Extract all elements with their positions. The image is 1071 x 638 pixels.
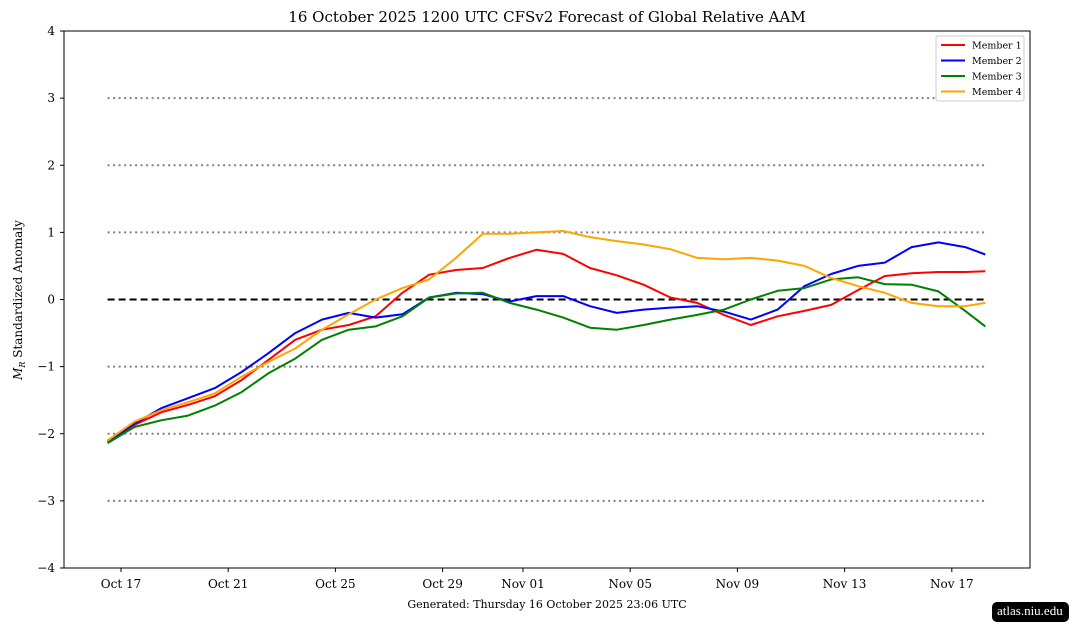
x-tick-label: Nov 17 [930, 577, 974, 591]
series-line-member-4 [107, 230, 986, 442]
generated-timestamp: Generated: Thursday 16 October 2025 23:0… [407, 598, 686, 611]
y-tick-label: 4 [47, 24, 55, 38]
y-axis-ticks: −4 −3 −2 −1 0 1 2 3 4 [37, 24, 64, 575]
legend: Member 1 Member 2 Member 3 Member 4 [935, 35, 1025, 102]
y-tick-label: 2 [47, 158, 55, 172]
y-label-symbol: M [11, 367, 25, 381]
y-tick-label: −3 [37, 494, 55, 508]
series-line-member-3 [107, 276, 986, 444]
y-tick-label: 0 [47, 293, 55, 307]
chart-title: 16 October 2025 1200 UTC CFSv2 Forecast … [288, 8, 805, 26]
y-label-subscript: R [18, 362, 27, 369]
legend-box [935, 35, 1025, 102]
y-tick-label: −2 [37, 427, 55, 441]
x-axis-ticks: Oct 17 Oct 21 Oct 25 Oct 29 Nov 01 Nov 05 Nov … [101, 568, 974, 591]
y-label-text: Standardized Anomaly [11, 220, 25, 362]
legend-label-member-3: Member 3 [972, 72, 1022, 83]
legend-label-member-4: Member 4 [972, 87, 1022, 98]
series-lines [107, 230, 986, 444]
legend-label-member-2: Member 2 [972, 56, 1022, 67]
y-tick-label: 3 [47, 91, 55, 105]
series-line-member-2 [107, 241, 986, 443]
x-tick-label: Nov 13 [823, 577, 867, 591]
y-tick-label: −1 [37, 360, 55, 374]
y-tick-label: −4 [37, 561, 55, 575]
x-tick-label: Oct 17 [101, 577, 141, 591]
x-tick-label: Nov 01 [501, 577, 545, 591]
y-axis-label: MR Standardized Anomaly [11, 220, 27, 381]
y-tick-label: 1 [47, 225, 55, 239]
x-tick-label: Nov 05 [608, 577, 652, 591]
reference-lines [107, 97, 986, 502]
x-tick-label: Oct 21 [208, 577, 248, 591]
legend-label-member-1: Member 1 [972, 41, 1022, 52]
x-tick-label: Oct 29 [422, 577, 462, 591]
x-tick-label: Oct 25 [315, 577, 355, 591]
x-tick-label: Nov 09 [716, 577, 760, 591]
atlas-niu-badge: atlas.niu.edu [992, 602, 1069, 622]
